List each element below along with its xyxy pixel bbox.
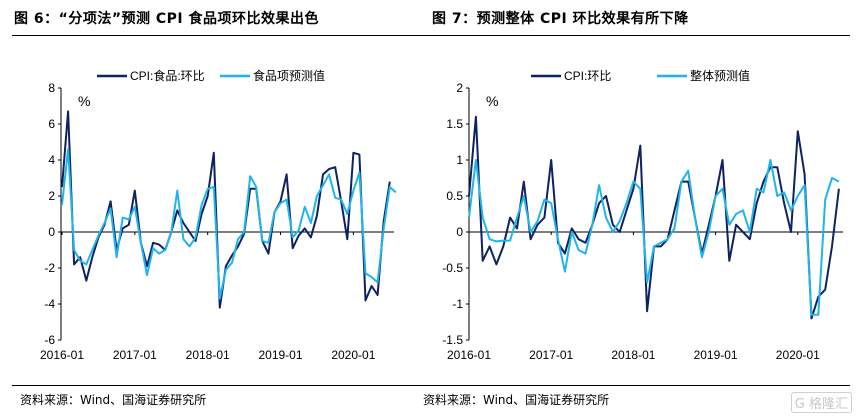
x-tick-label: 2018-01: [611, 348, 655, 362]
y-tick-label: 0: [456, 225, 463, 239]
y-tick-label: 6: [48, 117, 55, 131]
series-line-actual: [468, 115, 840, 320]
y-unit-label: %: [78, 93, 90, 109]
y-tick-label: 2: [48, 189, 55, 203]
series-line-forecast: [61, 148, 397, 300]
top-divider: [12, 35, 850, 36]
x-tick-label: 2020-01: [776, 348, 820, 362]
y-tick-label: 4: [48, 153, 55, 167]
y-tick-label: -4: [44, 297, 55, 311]
left-figure-title: 图 6：“分项法”预测 CPI 食品项环比效果出色: [14, 11, 320, 27]
y-unit-label: %: [486, 93, 498, 109]
legend-label: CPI:食品:环比: [130, 68, 205, 83]
y-tick-label: -1: [452, 297, 463, 311]
y-tick-label: 0.5: [446, 189, 463, 203]
legend-label: 食品项预测值: [253, 68, 325, 83]
y-tick-label: 1.5: [446, 117, 463, 131]
legend-label: CPI:环比: [564, 69, 611, 83]
y-tick-label: 8: [48, 81, 55, 95]
y-tick-label: -6: [44, 333, 55, 347]
x-tick-label: 2018-01: [186, 348, 230, 362]
x-tick-label: 2017-01: [113, 348, 157, 362]
left-source-note: 资料来源：Wind、国海证券研究所: [20, 393, 207, 407]
legend-label: 整体预测值: [690, 68, 750, 83]
watermark-logo: G 格隆汇: [790, 392, 852, 413]
x-tick-label: 2017-01: [529, 348, 573, 362]
bottom-divider: [12, 385, 850, 386]
y-tick-label: 2: [456, 81, 463, 95]
x-tick-label: 2019-01: [694, 348, 738, 362]
y-tick-label: -0.5: [442, 261, 463, 275]
right-source-note: 资料来源：Wind、国海证券研究所: [423, 393, 610, 407]
y-tick-label: 1: [456, 153, 463, 167]
x-tick-label: 2020-01: [331, 348, 375, 362]
y-tick-label: 0: [48, 225, 55, 239]
x-tick-label: 2016-01: [447, 348, 491, 362]
right-figure-title: 图 7：预测整体 CPI 环比效果有所下降: [432, 11, 689, 27]
y-tick-label: -2: [44, 261, 55, 275]
x-tick-label: 2019-01: [258, 348, 302, 362]
series-line-forecast: [468, 159, 840, 316]
y-tick-label: -1.5: [442, 333, 463, 347]
x-tick-label: 2016-01: [40, 348, 84, 362]
